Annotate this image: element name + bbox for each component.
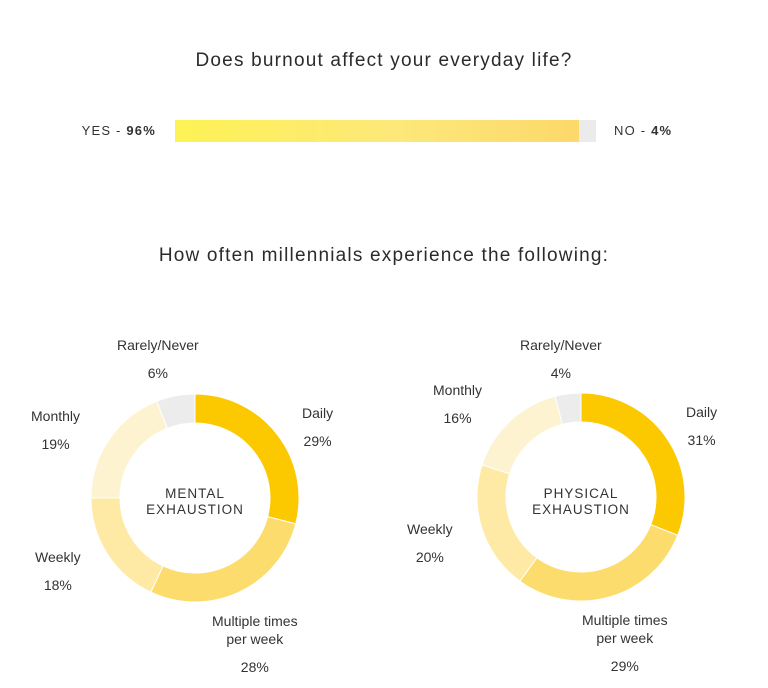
mental-monthly-name: Monthly [31,408,81,424]
physical-slice-monthly [481,395,563,475]
physical-weekly-name: Weekly [407,521,453,537]
physical-daily-name: Daily [686,404,718,420]
mental-slice-multiple-times-per-week [150,516,297,603]
physical-center-label: PHYSICAL EXHAUSTION [511,486,651,518]
yes-prefix: YES - [81,123,122,138]
frequency-question-title: How often millennials experience the fol… [158,245,610,266]
mental-multiple-label: Multiple times per week 28% [212,612,298,676]
burnout-bar [175,120,596,142]
physical-exhaustion-donut [476,392,686,602]
mental-center-label: MENTAL EXHAUSTION [125,486,265,518]
physical-slice-multiple-times-per-week [519,523,679,602]
mental-monthly-label: Monthly 19% [31,407,80,453]
physical-daily-pct: 31% [687,432,716,448]
no-percent: 4% [651,123,673,138]
physical-center-line1: PHYSICAL [543,486,619,501]
mental-daily-name: Daily [302,405,334,421]
physical-multiple-name-1: Multiple times [582,612,668,628]
mental-slice-rarely-never [156,393,196,429]
mental-monthly-pct: 19% [41,436,70,452]
physical-multiple-name-2: per week [596,630,654,646]
burnout-question-title: Does burnout affect your everyday life? [195,50,573,71]
physical-weekly-label: Weekly 20% [407,520,453,566]
yes-percent: 96% [126,123,156,138]
mental-rarely-label: Rarely/Never 6% [117,336,199,382]
mental-multiple-name-2: per week [226,631,284,647]
mental-rarely-pct: 6% [147,365,168,381]
physical-slice-weekly [476,464,538,582]
mental-rarely-name: Rarely/Never [117,337,199,353]
mental-weekly-label: Weekly 18% [35,548,81,594]
mental-daily-label: Daily 29% [302,404,333,450]
mental-center-line1: MENTAL [165,486,225,501]
physical-monthly-pct: 16% [443,410,472,426]
physical-monthly-name: Monthly [433,382,483,398]
mental-weekly-name: Weekly [35,549,81,565]
yes-label: YES - 96% [82,123,156,138]
physical-rarely-name: Rarely/Never [520,337,602,353]
physical-rarely-pct: 4% [550,365,571,381]
no-prefix: NO - [614,123,647,138]
physical-weekly-pct: 20% [415,549,444,565]
physical-monthly-label: Monthly 16% [433,381,482,427]
mental-weekly-pct: 18% [43,577,72,593]
mental-multiple-name-1: Multiple times [212,613,298,629]
physical-center-line2: EXHAUSTION [532,502,630,517]
burnout-bar-yes-fill [175,120,580,142]
mental-multiple-pct: 28% [240,659,269,675]
physical-multiple-pct: 29% [610,658,639,674]
physical-slice-rarely-never [554,392,582,425]
no-label: NO - 4% [614,123,672,138]
physical-multiple-label: Multiple times per week 29% [582,611,668,675]
physical-daily-label: Daily 31% [686,403,717,449]
mental-center-line2: EXHAUSTION [146,502,244,517]
mental-daily-pct: 29% [303,433,332,449]
mental-slice-monthly [90,400,169,499]
physical-rarely-label: Rarely/Never 4% [520,336,602,382]
mental-exhaustion-donut [90,393,300,603]
